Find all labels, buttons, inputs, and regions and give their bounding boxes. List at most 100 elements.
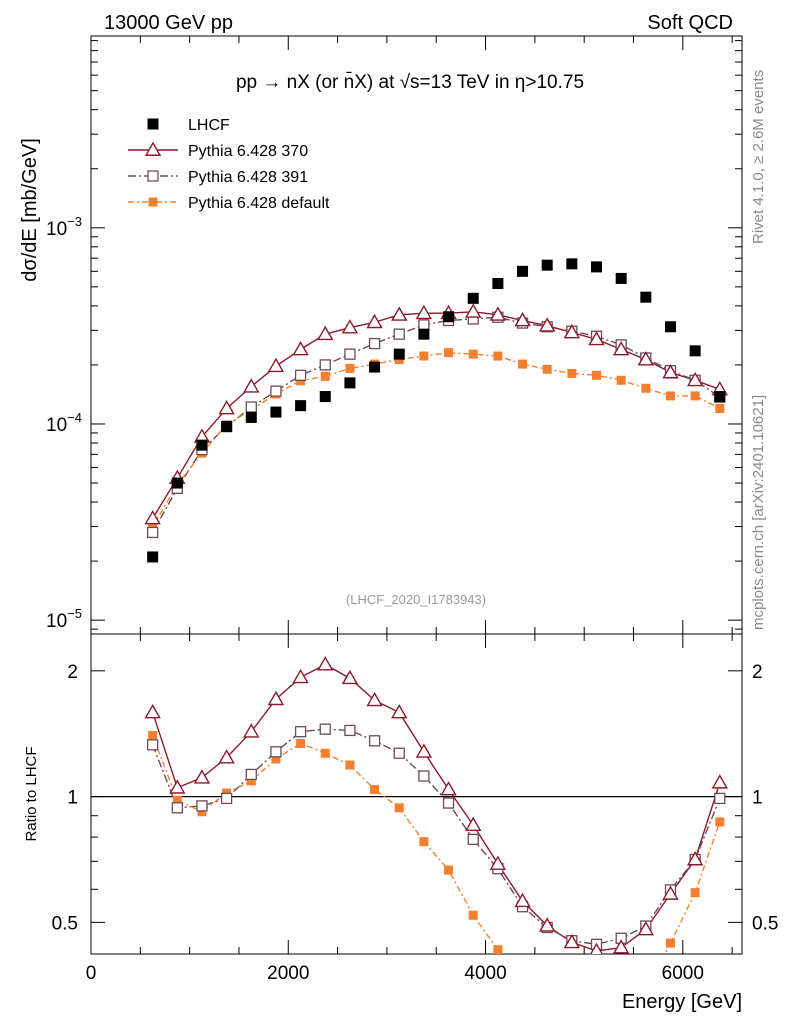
x-tick-label: 0	[86, 963, 97, 984]
point-p370	[243, 378, 260, 393]
ratio-point-pdefault	[148, 731, 158, 741]
point-pdefault	[345, 363, 355, 373]
ratio-point-p370	[341, 669, 359, 685]
ratio-point-pdefault	[296, 738, 306, 748]
ratio-point-p370	[465, 816, 482, 831]
ratio-point-p391	[245, 768, 257, 781]
main-title: pp → nX (or n̄X) at √s=13 TeV in η>10.75	[236, 72, 584, 93]
ratio-point-pdefault	[370, 784, 380, 794]
point-p370	[366, 313, 383, 329]
point-p391	[344, 348, 356, 360]
series-line-p391	[152, 316, 721, 533]
series-line-p370	[152, 311, 721, 519]
point-p391	[418, 319, 430, 331]
ratio-point-p370	[589, 942, 604, 954]
point-p391	[319, 359, 331, 371]
point-data	[171, 477, 183, 489]
point-p370	[489, 306, 507, 321]
point-p370	[144, 510, 161, 525]
point-pdefault	[715, 403, 725, 413]
ratio-point-p391	[418, 770, 430, 782]
point-p370	[415, 304, 433, 320]
point-data	[664, 321, 676, 333]
ratio-point-p370	[267, 690, 285, 706]
ratio-y-tick-label: 1	[67, 788, 78, 809]
point-data	[245, 411, 257, 423]
point-pdefault	[616, 375, 626, 385]
ratio-point-p370	[317, 656, 334, 671]
point-data	[319, 391, 331, 403]
ratio-point-pdefault	[345, 760, 355, 770]
ratio-marks	[91, 656, 742, 954]
ratio-line-pdefault	[151, 735, 721, 954]
point-data	[492, 278, 504, 290]
point-pdefault	[493, 351, 503, 361]
x-tick-label: 4000	[464, 963, 506, 984]
point-data	[418, 328, 430, 340]
ratio-point-pdefault	[320, 748, 330, 758]
point-data	[517, 265, 529, 277]
legend-label-p391: Pythia 6.428 391	[188, 169, 308, 186]
header-left: 13000 GeV pp	[104, 12, 233, 34]
point-p370	[292, 340, 309, 356]
ratio-point-pdefault	[665, 938, 675, 948]
ratio-point-p391	[294, 726, 307, 738]
ratio-point-p370	[218, 749, 235, 764]
ratio-point-p391	[146, 739, 159, 751]
point-p391	[146, 526, 159, 539]
point-data	[221, 421, 233, 433]
ratio-point-p370	[711, 774, 729, 789]
ratio-point-p391	[171, 802, 183, 814]
main-y-tick-label: 10−4	[46, 410, 82, 436]
ratio-line-p391	[151, 728, 721, 946]
ratio-point-pdefault	[468, 910, 478, 920]
point-data	[196, 439, 208, 451]
ratio-point-p370	[415, 743, 433, 758]
point-data	[467, 292, 479, 304]
point-pdefault	[419, 351, 429, 361]
point-data	[591, 261, 603, 273]
ratio-point-p370	[243, 723, 260, 738]
point-data	[295, 400, 307, 412]
ratio-y-tick-label: 2	[67, 662, 78, 683]
point-data	[689, 345, 701, 357]
main-y-axis-label: dσ/dE [mb/GeV]	[19, 138, 41, 282]
legend-label-pdefault: Pythia 6.428 default	[188, 195, 330, 212]
point-pdefault	[592, 370, 602, 380]
ratio-point-p391	[714, 792, 726, 805]
ratio-y-tick-label: 0.5	[52, 913, 78, 934]
header-right: Soft QCD	[647, 12, 733, 34]
ratio-y-tick-label-right: 0.5	[752, 913, 778, 934]
point-data	[147, 551, 159, 563]
point-p370	[317, 325, 334, 341]
ratio-ticks: 0 2000 4000 6000 0.5 0.5 1 1 2 2	[52, 634, 778, 984]
legend-marker-p370	[144, 141, 162, 156]
main-marks	[144, 258, 729, 563]
point-p391	[393, 328, 405, 340]
ratio-point-p370	[489, 855, 507, 870]
point-p370	[465, 303, 482, 318]
ratio-point-p370	[538, 917, 556, 932]
ratio-point-pdefault	[690, 888, 700, 898]
point-data	[566, 258, 578, 270]
point-p370	[538, 317, 556, 332]
series-line-pdefault	[152, 351, 721, 527]
legend-marker-data	[147, 118, 159, 130]
legend-marker-pdefault	[148, 197, 158, 207]
point-data	[344, 377, 356, 389]
ratio-point-p370	[391, 704, 408, 719]
ratio-point-pdefault	[419, 837, 429, 847]
ratio-point-p370	[514, 892, 531, 908]
ratio-point-p391	[368, 735, 381, 747]
rivet-label: Rivet 4.1.0, ≥ 2.6M events	[750, 70, 767, 244]
ratio-y-tick-label-right: 1	[752, 788, 763, 809]
main-plot-panel: 10−5 10−4 10−3 pp → nX (or n̄X) at √s=13 T…	[19, 35, 743, 635]
main-ticks: 10−5 10−4 10−3	[46, 36, 742, 634]
point-pdefault	[665, 391, 675, 401]
ratio-point-pdefault	[493, 945, 503, 954]
ratio-point-p370	[686, 851, 704, 866]
point-p391	[245, 401, 257, 413]
point-p391	[270, 385, 282, 397]
point-data	[541, 259, 553, 271]
